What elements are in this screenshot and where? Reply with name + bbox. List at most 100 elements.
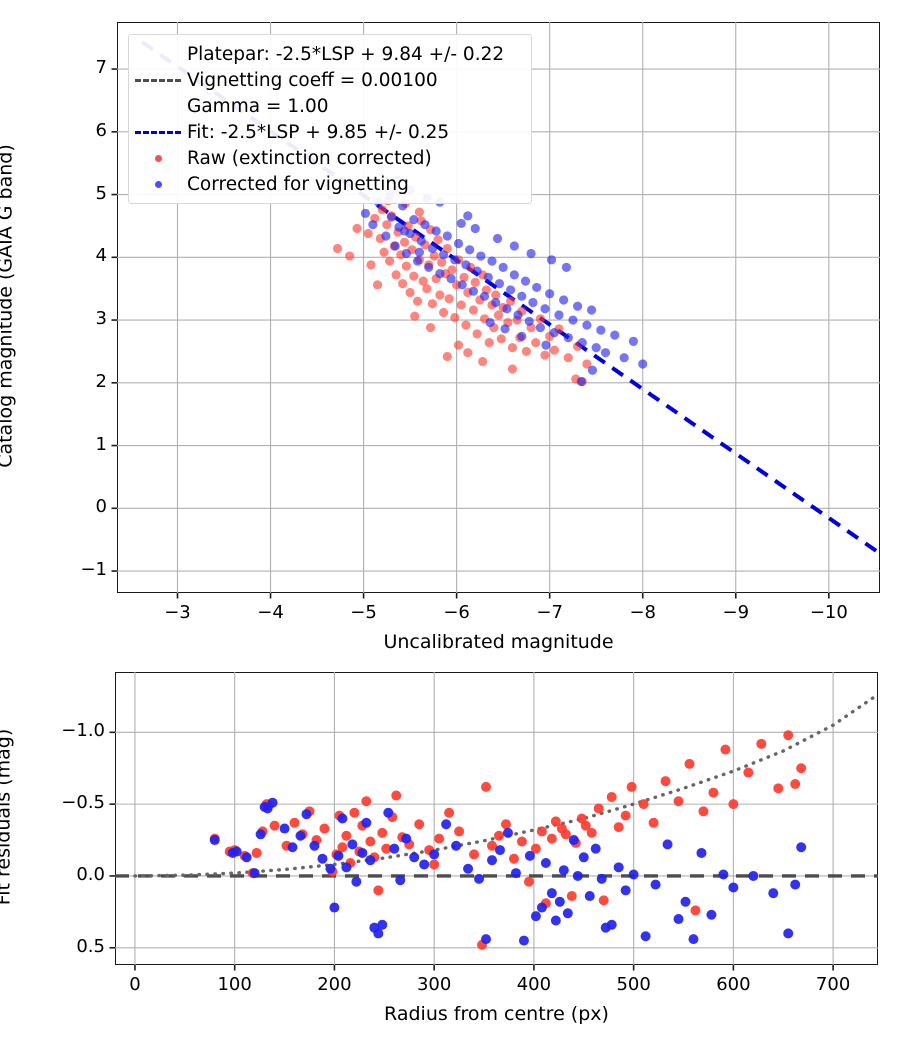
x-tick-label: 600 (716, 974, 751, 995)
data-point (690, 905, 701, 916)
data-point (524, 850, 535, 861)
data-point (398, 279, 408, 289)
data-point (481, 781, 492, 792)
data-point (492, 233, 503, 244)
data-point (638, 359, 648, 369)
data-point (472, 329, 482, 339)
data-point (487, 256, 497, 266)
data-point (790, 879, 801, 890)
data-point (453, 340, 464, 350)
data-point (576, 376, 586, 387)
data-point (351, 876, 362, 887)
data-point (628, 336, 639, 346)
data-point (586, 827, 597, 838)
data-point (345, 251, 355, 261)
data-point (395, 875, 406, 886)
data-point (269, 820, 280, 831)
legend-entry-fit: Fit: -2.5*LSP + 9.85 +/- 0.25 (129, 119, 523, 145)
data-point (540, 858, 551, 869)
data-point (447, 265, 457, 275)
data-point (510, 868, 521, 879)
y-tick-label: 0.5 (76, 935, 105, 957)
data-point (427, 243, 438, 254)
data-point (412, 296, 423, 306)
data-point (509, 270, 519, 280)
data-point (377, 827, 388, 838)
x-tick-label: −8 (629, 602, 656, 623)
data-point (439, 250, 449, 260)
legend-entry-vignetting-coeff: Vignetting coeff = 0.00100 (129, 67, 523, 93)
data-point (463, 863, 474, 874)
data-point (728, 799, 739, 810)
data-point (457, 280, 467, 290)
data-point (546, 888, 557, 899)
data-point (444, 294, 454, 304)
data-point (708, 787, 719, 798)
legend-marker-dashed-blue-icon (129, 130, 187, 134)
data-point (673, 796, 684, 807)
data-point (546, 255, 557, 265)
data-point (536, 826, 547, 837)
data-point (373, 885, 384, 896)
data-point (337, 842, 348, 853)
data-point (526, 248, 536, 259)
data-point (494, 279, 505, 289)
data-point (381, 843, 392, 854)
data-point (289, 817, 300, 828)
data-point (368, 220, 378, 230)
data-point (536, 902, 547, 913)
data-point (267, 797, 278, 808)
x-tick-label: 700 (815, 974, 851, 995)
data-point (505, 296, 516, 306)
data-point (620, 885, 631, 896)
data-point (550, 816, 561, 827)
data-point (549, 345, 559, 355)
data-point (638, 799, 649, 810)
data-point (366, 260, 376, 270)
data-point (648, 817, 659, 828)
legend-label-fit: Fit: -2.5*LSP + 9.85 +/- 0.25 (187, 121, 450, 143)
data-point (251, 847, 262, 858)
data-point (518, 935, 529, 946)
data-point (720, 744, 731, 755)
data-point (491, 290, 501, 300)
data-point (456, 218, 466, 229)
data-point (372, 280, 383, 290)
data-point (626, 781, 637, 792)
data-point (593, 803, 604, 814)
x-tick-label: −9 (722, 602, 750, 623)
x-tick-label: −6 (443, 602, 470, 623)
data-point (391, 270, 401, 280)
data-point (383, 807, 394, 818)
data-point (696, 847, 707, 858)
data-point (484, 338, 494, 348)
legend: Platepar: -2.5*LSP + 9.84 +/- 0.22 Vigne… (128, 34, 532, 204)
data-point (531, 338, 541, 348)
data-point (673, 914, 684, 925)
data-point (454, 826, 465, 837)
data-point (472, 266, 482, 276)
data-point (461, 260, 471, 270)
data-point (598, 895, 609, 906)
data-point (419, 859, 430, 870)
data-point (435, 269, 445, 279)
data-point (580, 820, 591, 831)
legend-entry-corrected: Corrected for vignetting (129, 171, 523, 197)
data-point (558, 865, 569, 876)
data-point (442, 351, 452, 362)
data-point (591, 343, 601, 353)
data-point (485, 317, 495, 328)
y-tick-label: 0.0 (76, 863, 105, 885)
data-point (332, 243, 343, 254)
data-point (301, 809, 312, 820)
data-point (493, 830, 504, 841)
data-point (487, 840, 498, 851)
data-point (662, 839, 673, 850)
data-point (688, 934, 699, 945)
data-point (333, 850, 344, 861)
x-tick-label: 300 (416, 974, 452, 995)
data-point (389, 843, 400, 854)
data-point (479, 291, 490, 301)
